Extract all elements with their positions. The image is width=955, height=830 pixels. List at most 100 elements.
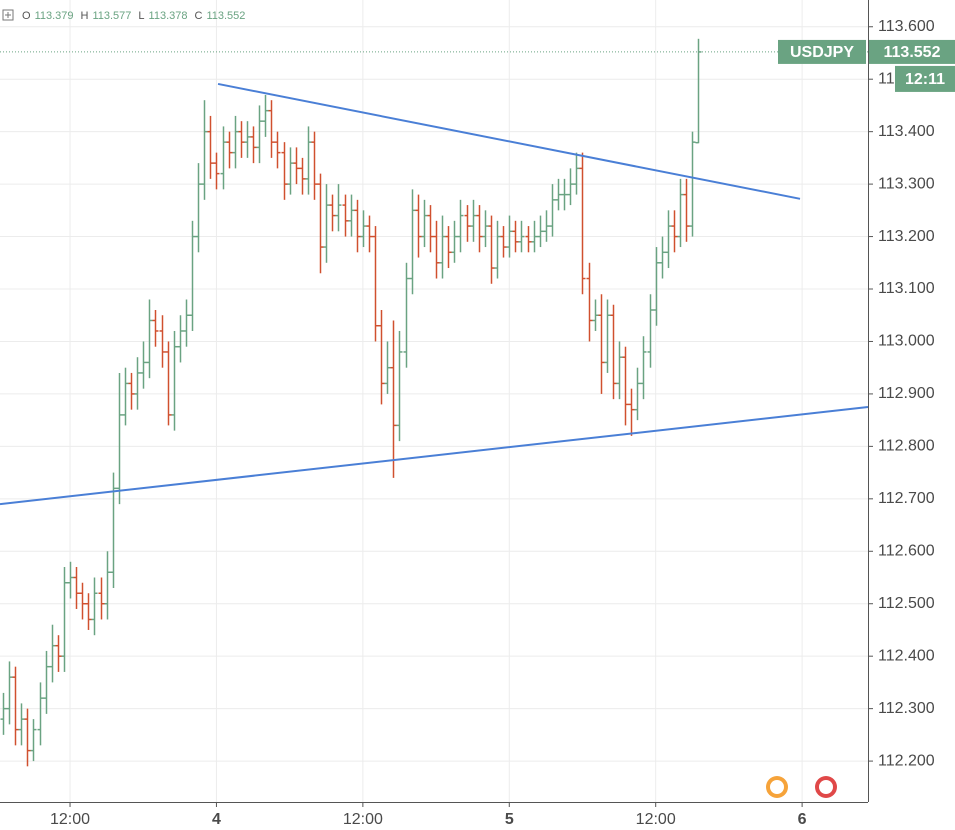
ohlc-bar [470, 199, 477, 242]
ohlc-bar [98, 577, 105, 620]
ohlc-key: O [22, 10, 31, 22]
collapse-button[interactable] [2, 9, 14, 21]
ohlc-bar [305, 126, 312, 195]
x-tick-label: 12:00 [343, 811, 383, 828]
ohlc-bar [378, 309, 385, 405]
ohlc-bar [549, 184, 556, 237]
ohlc-bar [67, 561, 74, 599]
ohlc-bar [677, 178, 684, 248]
symbol-label: USDJPY [790, 44, 854, 61]
ohlc-bar [354, 199, 361, 253]
ohlc-bar [335, 184, 342, 232]
ohlc-bar [500, 226, 507, 258]
ohlc-bar [689, 131, 696, 237]
ohlc-value: 113.552 [206, 10, 245, 22]
y-tick-label: 113.000 [878, 333, 935, 350]
ohlc-bar [451, 220, 458, 263]
ohlc-bar [512, 220, 519, 253]
ohlc-bar [85, 593, 92, 630]
ohlc-bar [543, 210, 550, 242]
ohlc-bar [116, 372, 123, 505]
ohlc-bar [457, 199, 464, 253]
ohlc-bar [122, 367, 129, 426]
countdown-label: 12:11 [905, 71, 945, 88]
ohlc-bar [427, 205, 434, 253]
ohlc-bar [415, 194, 422, 258]
ohlc-bar [134, 357, 141, 410]
y-tick-label: 112.400 [878, 647, 935, 664]
ohlc-bar [311, 131, 318, 200]
ohlc-bar [506, 215, 513, 258]
ohlc-bar [323, 184, 330, 263]
ohlc-bar [360, 210, 367, 248]
y-tick-label: 113.300 [878, 175, 935, 192]
ohlc-bar [73, 567, 80, 609]
ohlc-bar [488, 215, 495, 284]
ohlc-bar [152, 309, 159, 347]
ohlc-bar [579, 152, 586, 295]
ohlc-bar [647, 294, 654, 368]
ohlc-bar [476, 205, 483, 253]
ohlc-bar [598, 294, 605, 394]
ohlc-bar [671, 210, 678, 253]
ohlc-bar [165, 341, 172, 426]
ohlc-bar [665, 210, 672, 269]
ohlc-bar [171, 330, 178, 431]
ohlc-bar [439, 215, 446, 279]
ohlc-bar [390, 320, 397, 478]
ohlc-bar [573, 152, 580, 195]
ohlc-bar [299, 157, 306, 195]
ohlc-bar [403, 262, 410, 368]
ohlc-bar [537, 215, 544, 248]
ohlc-bar [30, 719, 37, 762]
ohlc-bar [37, 682, 44, 746]
ohlc-bar [634, 367, 641, 421]
ohlc-bar [586, 262, 593, 342]
ohlc-bar [433, 220, 440, 279]
ohlc-bar [531, 220, 538, 253]
ohlc-bar [268, 100, 275, 158]
price-tag [869, 39, 955, 64]
ohlc-bar [482, 210, 489, 248]
ohlc-bar [183, 299, 190, 347]
ohlc-bar [610, 304, 617, 400]
y-tick-label: 113.600 [878, 18, 935, 35]
ohlc-bar [91, 577, 98, 636]
x-tick-label: 12:00 [636, 811, 676, 828]
ohlc-bar [201, 100, 208, 200]
ohlc-bar [616, 341, 623, 400]
ohlc-bar [220, 126, 227, 190]
ohlc-bar [18, 703, 25, 746]
ohlc-bar [232, 115, 239, 169]
y-tick-label: 112.500 [878, 595, 935, 612]
ohlc-bar [287, 147, 294, 195]
flag-icon[interactable] [815, 776, 837, 798]
ohlc-bar [213, 152, 220, 190]
ohlc-bar [79, 582, 86, 620]
ohlc-key: H [81, 10, 89, 22]
ohlc-bar [104, 551, 111, 620]
ohlc-bar [342, 194, 349, 237]
ohlc-bar [12, 666, 19, 746]
event-icon[interactable] [766, 776, 788, 798]
y-tick-label: 113.400 [878, 123, 935, 140]
trend-line [217, 82, 801, 200]
ohlc-bar [256, 105, 263, 164]
ohlc-value: 113.577 [92, 10, 131, 22]
ohlc-bar [525, 226, 532, 253]
ohlc-bar [140, 341, 147, 389]
ohlc-value: 113.378 [149, 10, 188, 22]
trend-line [0, 406, 869, 506]
ohlc-bar [622, 346, 629, 426]
ohlc-bar [640, 336, 647, 400]
ohlc-bar [366, 215, 373, 253]
ohlc-bar [592, 299, 599, 331]
ohlc-bar [159, 315, 166, 368]
ohlc-bar [561, 178, 568, 211]
y-tick-label: 112.300 [878, 700, 935, 717]
ohlc-bar [43, 650, 50, 714]
ohlc-value: 113.379 [35, 10, 74, 22]
x-tick-label: 5 [505, 811, 514, 828]
y-tick-label: 112.900 [878, 385, 935, 402]
ohlc-bar [0, 692, 7, 735]
